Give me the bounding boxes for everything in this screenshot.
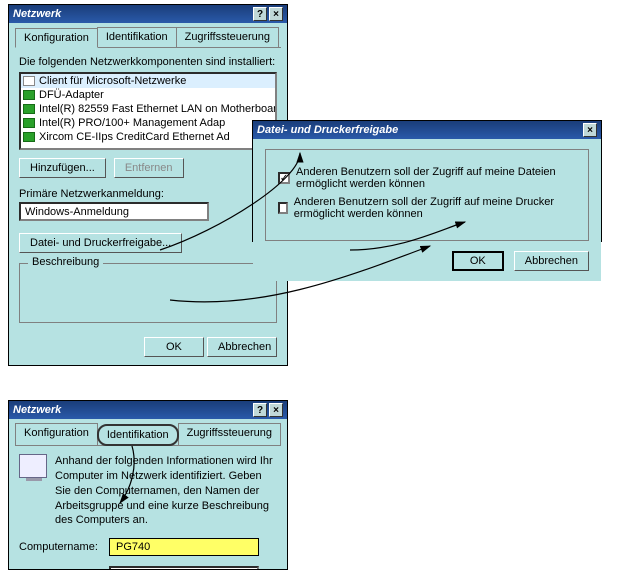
description-legend: Beschreibung	[28, 256, 103, 268]
close-icon[interactable]: ×	[269, 403, 283, 417]
checkbox-printers[interactable]	[278, 202, 288, 214]
components-list[interactable]: Client für Microsoft-Netzwerke DFÜ-Adapt…	[19, 72, 277, 150]
remove-button: Entfernen	[114, 158, 184, 178]
titlebar-config: Netzwerk ? ×	[9, 5, 287, 23]
file-print-share-dialog: Datei- und Druckerfreigabe × ✓ Anderen B…	[252, 120, 602, 242]
help-icon[interactable]: ?	[253, 7, 267, 21]
list-item-label: Intel(R) 82559 Fast Ethernet LAN on Moth…	[39, 103, 277, 115]
list-item[interactable]: Intel(R) 82559 Fast Ethernet LAN on Moth…	[21, 102, 275, 116]
dialog-ok-button[interactable]: OK	[452, 251, 504, 271]
list-item-label: Xircom CE-IIps CreditCard Ethernet Ad	[39, 131, 230, 143]
file-print-share-button[interactable]: Datei- und Druckerfreigabe...	[19, 233, 182, 253]
components-label: Die folgenden Netzwerkkomponenten sind i…	[19, 56, 277, 68]
primary-login-select[interactable]: Windows-Anmeldung	[19, 202, 209, 221]
list-item[interactable]: Xircom CE-IIps CreditCard Ethernet Ad	[21, 130, 275, 144]
title-config: Netzwerk	[13, 8, 61, 20]
list-item[interactable]: Intel(R) PRO/100+ Management Adap	[21, 116, 275, 130]
checkbox-files-label: Anderen Benutzern soll der Zugriff auf m…	[296, 166, 576, 190]
tab-zugriff[interactable]: Zugriffssteuerung	[176, 27, 279, 47]
checkbox-printers-label: Anderen Benutzern soll der Zugriff auf m…	[294, 196, 576, 220]
list-item-label: Intel(R) PRO/100+ Management Adap	[39, 117, 225, 129]
workgroup-input[interactable]: Sinumerik	[109, 566, 259, 570]
computer-icon	[19, 454, 47, 478]
tab-konfiguration-2[interactable]: Konfiguration	[15, 423, 98, 445]
ident-description: Anhand der folgenden Informationen wird …	[55, 454, 277, 528]
check-icon: ✓	[280, 173, 288, 184]
client-icon	[23, 76, 35, 86]
network-window-config: Netzwerk ? × Konfiguration Identifikatio…	[8, 4, 288, 366]
list-item[interactable]: Client für Microsoft-Netzwerke	[21, 74, 275, 88]
close-icon[interactable]: ×	[269, 7, 283, 21]
tab-konfiguration[interactable]: Konfiguration	[15, 28, 98, 48]
ok-button[interactable]: OK	[144, 337, 204, 357]
tab-zugriff-2[interactable]: Zugriffssteuerung	[178, 423, 281, 445]
titlebar-ident: Netzwerk ? ×	[9, 401, 287, 419]
list-item[interactable]: DFÜ-Adapter	[21, 88, 275, 102]
primary-login-label: Primäre Netzwerkanmeldung:	[19, 188, 277, 200]
adapter-icon	[23, 104, 35, 114]
titlebar-dialog: Datei- und Druckerfreigabe ×	[253, 121, 601, 139]
close-icon[interactable]: ×	[583, 123, 597, 137]
help-icon[interactable]: ?	[253, 403, 267, 417]
list-item-label: Client für Microsoft-Netzwerke	[39, 75, 186, 87]
network-window-ident: Netzwerk ? × Konfiguration Identifikatio…	[8, 400, 288, 570]
computername-label: Computername:	[19, 541, 109, 553]
checkbox-files[interactable]: ✓	[278, 172, 290, 184]
tab-identifikation-2[interactable]: Identifikation	[97, 424, 179, 446]
adapter-icon	[23, 132, 35, 142]
tab-identifikation[interactable]: Identifikation	[97, 27, 177, 47]
list-item-label: DFÜ-Adapter	[39, 89, 104, 101]
dialog-cancel-button[interactable]: Abbrechen	[514, 251, 589, 271]
description-group: Beschreibung	[19, 263, 277, 323]
add-button[interactable]: Hinzufügen...	[19, 158, 106, 178]
title-ident: Netzwerk	[13, 404, 61, 416]
dialog-title: Datei- und Druckerfreigabe	[257, 124, 398, 136]
adapter-icon	[23, 118, 35, 128]
computername-input[interactable]: PG740	[109, 538, 259, 556]
cancel-button[interactable]: Abbrechen	[207, 337, 277, 357]
adapter-icon	[23, 90, 35, 100]
